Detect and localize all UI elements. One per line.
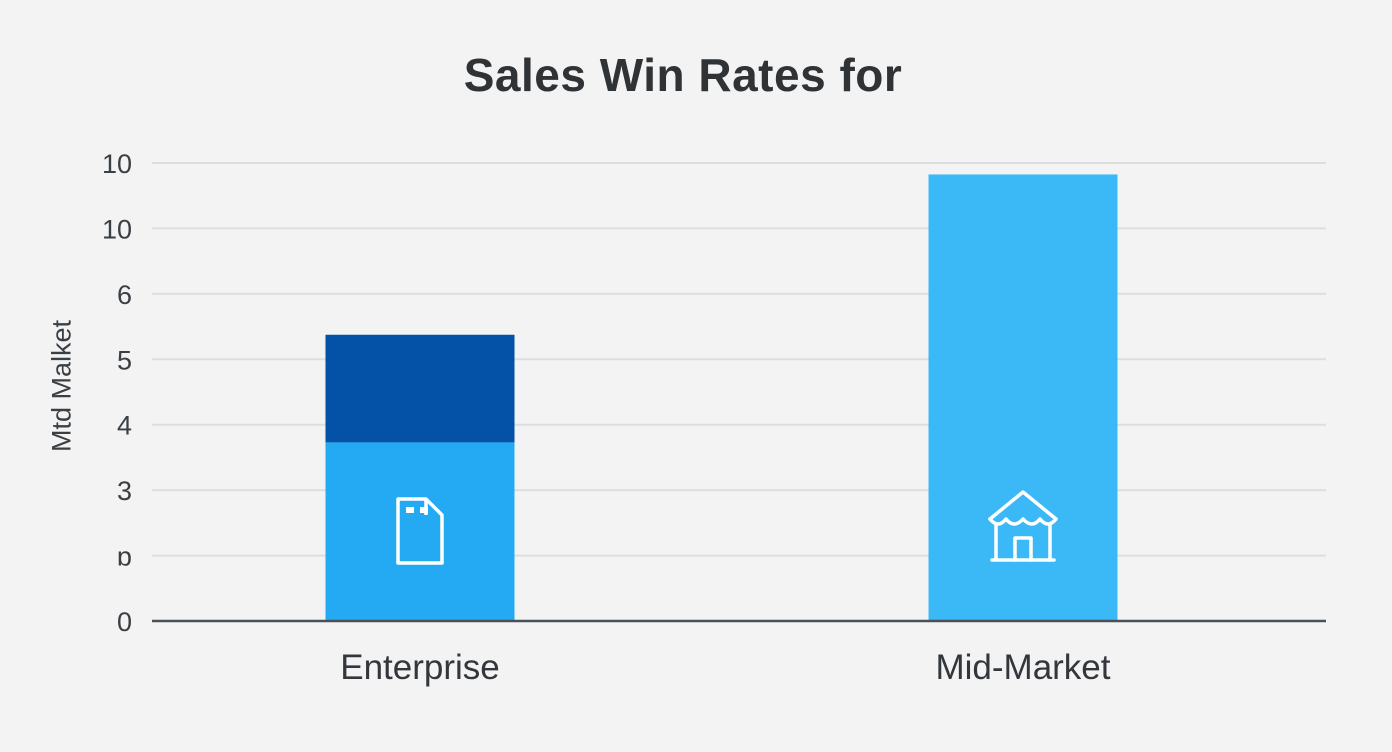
x-category-label: Enterprise [340,648,500,687]
bar-segment [928,174,1118,621]
x-axis-categories: Enterprise Mid-Market [340,648,1111,687]
y-tick-label: 3 [117,476,132,506]
store-door [1013,536,1033,562]
bar-segment [325,334,515,443]
x-category-label: Mid-Market [935,648,1110,687]
window [420,507,428,513]
building-outline [396,497,444,565]
bar-icons [396,490,1058,565]
store-roof [988,490,1058,521]
y-tick-label: 10 [102,214,132,244]
y-tick-label: 4 [117,411,132,441]
y-tick-label: ɒ [117,542,132,572]
y-axis-ticks: 0 ɒ 3 4 5 6 10 10 [102,149,132,637]
storefront-icon [988,490,1058,562]
y-tick-label: 5 [117,345,132,375]
window [406,507,414,513]
store-awning [988,517,1058,526]
chart-title: Sales Win Rates for [463,49,903,101]
bars [325,174,1118,621]
y-tick-label: 0 [117,607,132,637]
y-tick-label: 6 [117,280,132,310]
office-building-icon [396,497,444,565]
store-walls [994,523,1052,561]
y-tick-label: 10 [102,149,132,179]
bar-segment [325,442,515,621]
